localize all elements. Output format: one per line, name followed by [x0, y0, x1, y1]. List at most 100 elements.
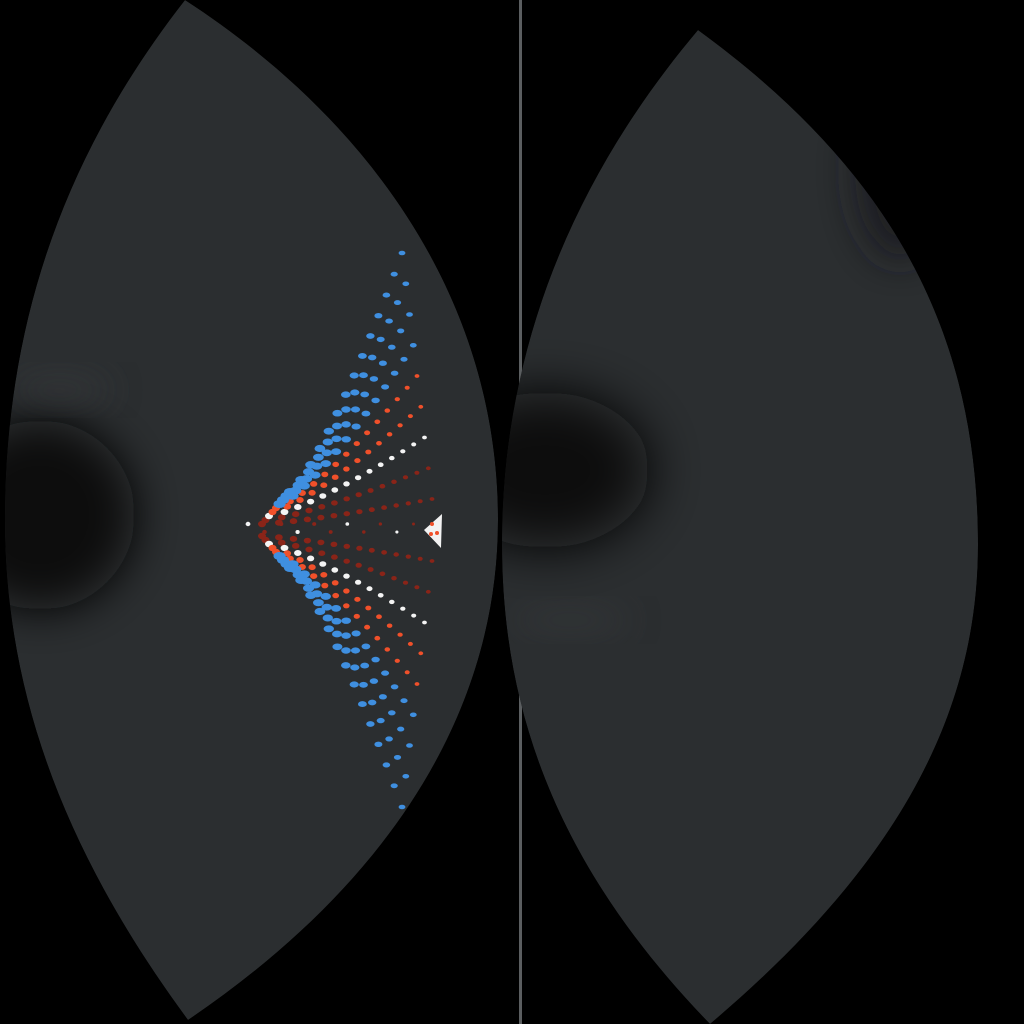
- dark-red-dot: [291, 511, 300, 518]
- dark-red-dot: [291, 542, 300, 549]
- dark-red-dot: [412, 522, 415, 526]
- dark-red-dot: [391, 479, 397, 484]
- white-dot: [366, 468, 373, 474]
- orange-dot: [376, 441, 382, 446]
- dark-red-dot: [317, 514, 325, 521]
- orange-dot: [310, 573, 318, 579]
- blue-dot: [341, 406, 351, 413]
- blue-dot: [382, 292, 391, 298]
- orange-dot: [321, 471, 329, 478]
- white-dot: [295, 530, 300, 534]
- blue-dot: [295, 476, 307, 484]
- blue-dot: [332, 422, 342, 430]
- blue-dot: [376, 717, 385, 724]
- blue-dot: [385, 736, 393, 742]
- dark-red-dot: [405, 554, 411, 559]
- orange-dot: [331, 580, 339, 586]
- dark-red-dot: [368, 507, 375, 513]
- blue-dot: [390, 684, 399, 690]
- orange-dot: [343, 588, 350, 594]
- orange-dot: [365, 449, 372, 455]
- dark-red-dot: [362, 530, 366, 534]
- blue-dot: [388, 344, 396, 350]
- blue-dot: [314, 607, 326, 616]
- blue-dot: [409, 343, 417, 348]
- blue-dot: [341, 617, 352, 624]
- white-dot: [343, 573, 350, 579]
- orange-dot: [354, 596, 361, 602]
- orange-dot: [353, 613, 360, 619]
- dark-red-dot: [414, 470, 420, 475]
- blue-dot: [321, 603, 332, 611]
- dark-red-dot: [331, 554, 338, 560]
- blue-dot: [313, 453, 324, 461]
- blue-dot: [359, 372, 368, 379]
- blue-dot: [385, 318, 393, 324]
- dark-red-dot: [393, 503, 399, 508]
- orange-dot: [320, 482, 328, 489]
- left-shadow-blob: [5, 420, 135, 610]
- dark-red-dot: [402, 580, 409, 585]
- orange-dot: [353, 441, 360, 447]
- blue-dot: [400, 698, 408, 704]
- blue-dot: [284, 488, 296, 496]
- white-dot: [280, 508, 289, 516]
- blue-dot: [341, 421, 351, 428]
- dark-red-dot: [425, 466, 431, 471]
- white-dot: [306, 498, 315, 505]
- white-dot: [377, 593, 384, 598]
- orange-dot: [296, 557, 304, 563]
- dark-red-dot: [367, 488, 374, 493]
- orange-dot: [343, 603, 350, 609]
- blue-dot: [390, 783, 398, 789]
- dark-red-dot: [356, 509, 363, 515]
- blue-dot: [341, 662, 351, 669]
- blue-dot: [374, 741, 383, 747]
- blue-dot: [369, 376, 379, 382]
- orange-dot: [418, 404, 424, 409]
- blue-dot: [350, 389, 360, 396]
- dark-red-dot: [381, 505, 387, 510]
- blue-dot: [284, 564, 296, 572]
- white-dot: [319, 493, 327, 499]
- dark-red-dot: [328, 530, 333, 534]
- orange-dot: [404, 385, 410, 390]
- cursor-marker-dot: [435, 531, 439, 535]
- orange-dot: [404, 670, 410, 675]
- blue-dot: [400, 356, 408, 362]
- blue-dot: [376, 336, 385, 343]
- dark-red-dot: [312, 522, 317, 526]
- dark-red-dot: [303, 516, 312, 523]
- dark-red-dot: [378, 522, 383, 526]
- blue-dot: [378, 694, 387, 700]
- orange-dot: [354, 458, 361, 464]
- blue-dot: [358, 352, 367, 359]
- blue-dot: [398, 250, 406, 256]
- dark-red-dot: [429, 559, 435, 563]
- orange-dot: [376, 614, 382, 619]
- dark-red-dot: [381, 550, 387, 555]
- blue-dot: [303, 584, 315, 592]
- blue-dot: [322, 614, 333, 622]
- white-dot: [411, 613, 417, 618]
- blue-dot: [341, 436, 352, 443]
- dark-red-dot: [277, 514, 286, 521]
- orange-dot: [320, 572, 328, 578]
- orange-dot: [296, 497, 304, 503]
- white-dot: [306, 555, 315, 562]
- white-dot: [411, 442, 417, 447]
- right-shadow-highlight: [510, 608, 630, 632]
- white-dot: [245, 521, 251, 527]
- blue-dot: [341, 647, 351, 654]
- blue-dot: [374, 313, 383, 319]
- white-dot: [400, 606, 406, 611]
- orange-dot: [364, 430, 371, 436]
- dark-red-dot: [367, 567, 374, 572]
- blue-dot: [366, 721, 375, 727]
- blue-dot: [359, 681, 368, 688]
- blue-dot: [406, 743, 413, 748]
- blue-dot: [350, 647, 361, 654]
- blue-dot: [360, 662, 370, 669]
- blue-dot: [322, 438, 333, 446]
